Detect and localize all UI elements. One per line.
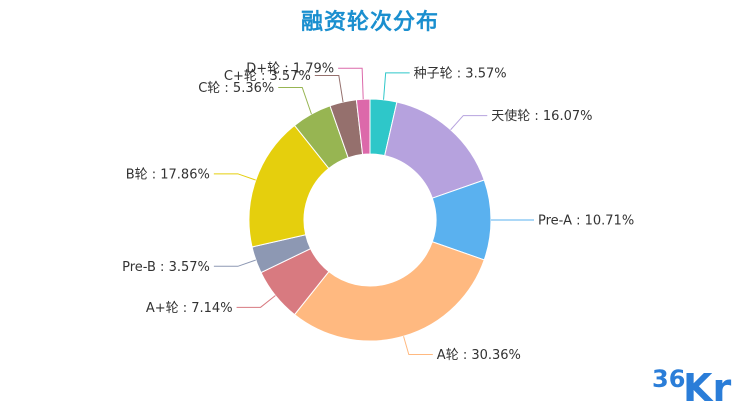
leader-9: [338, 67, 364, 100]
slice-label-8: C+轮 : 3.57%: [224, 69, 311, 84]
leader-8: [314, 75, 344, 103]
slice-labels: 种子轮 : 3.57% 天使轮 : 16.07% Pre-A : 10.71% A轮 …: [122, 62, 634, 363]
leader-1: [450, 115, 488, 131]
slice-label-5: Pre-B : 3.57%: [122, 260, 210, 275]
donut-slices: [248, 98, 492, 342]
slice-label-6: B轮 : 17.86%: [126, 167, 210, 182]
slice-label-0: 种子轮 : 3.57%: [414, 66, 507, 81]
leader-6: [213, 173, 256, 181]
leader-7: [278, 86, 312, 115]
slice-label-7: C轮 : 5.36%: [198, 81, 274, 96]
slice-9: [355, 98, 371, 155]
leader-0: [383, 72, 410, 100]
logo-digits: 36: [652, 365, 685, 393]
slice-label-2: Pre-A : 10.71%: [538, 213, 634, 228]
leader-5: [213, 259, 256, 267]
leader-4: [236, 295, 276, 308]
slice-label-3: A轮 : 30.36%: [437, 348, 521, 363]
label-leaders: [213, 67, 534, 356]
logo-letters: Kr: [683, 366, 731, 405]
chart-title: 融资轮次分布: [300, 10, 439, 35]
slice-1: [384, 101, 485, 199]
slice-label-4: A+轮 : 7.14%: [146, 301, 233, 316]
logo-36kr: 36 Kr: [652, 365, 731, 405]
slice-label-9: D+轮 : 1.79%: [246, 62, 334, 77]
leader-3: [403, 336, 433, 356]
slice-label-1: 天使轮 : 16.07%: [491, 108, 592, 124]
slice-3: [293, 241, 485, 342]
